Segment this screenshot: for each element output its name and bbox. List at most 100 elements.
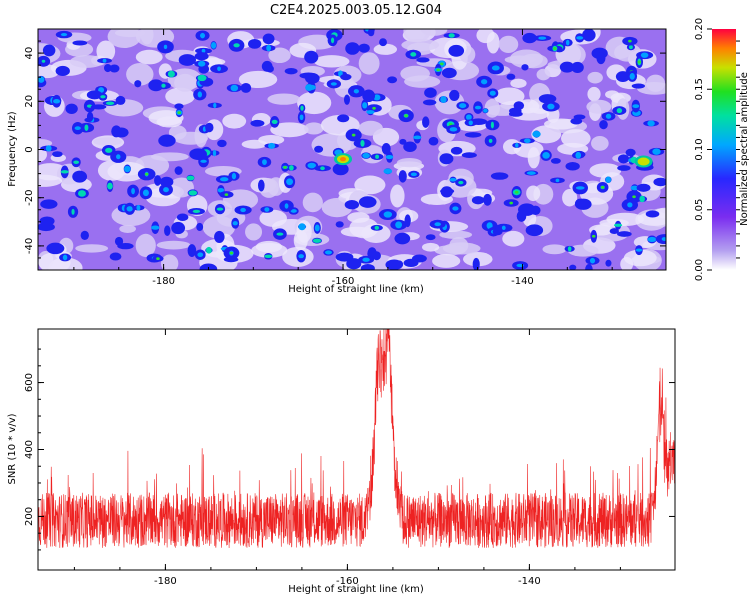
- spectrogram-cell: [639, 195, 645, 203]
- spectrogram-cell: [480, 79, 488, 85]
- spectrogram-cell: [304, 50, 319, 64]
- spectrogram-cell: [266, 65, 274, 73]
- spectrogram-low-patch: [358, 120, 383, 136]
- spectrogram-cell: [422, 99, 437, 106]
- spectrogram-cell: [526, 171, 536, 175]
- spectrogram-low-patch: [502, 230, 525, 247]
- spectrogram-low-patch: [259, 209, 287, 227]
- spectrogram-cell: [330, 82, 337, 86]
- spectrogram-cell: [212, 149, 217, 157]
- spectrogram-cell: [645, 210, 660, 218]
- spectrogram-cell: [647, 120, 655, 127]
- spectrogram-cell: [284, 203, 289, 209]
- spectrogram-cell: [264, 254, 273, 258]
- spectrogram-cell: [569, 264, 577, 270]
- spectrogram-cell: [513, 101, 525, 111]
- colorbar-ticks: 0.00 0.05 0.10 0.15 0.20: [694, 18, 740, 281]
- spectrogram-cell: [489, 90, 496, 96]
- spectrogram-low-patch: [354, 175, 386, 195]
- spectrogram-cell: [65, 103, 78, 114]
- spectrogram-cell: [576, 36, 584, 40]
- spectrogram-cell: [217, 187, 225, 193]
- spectrogram-cell: [151, 225, 160, 230]
- colorbar: 0.00 0.05 0.10 0.15 0.20 Normalized spectral…: [694, 18, 750, 281]
- spectrogram-low-patch: [174, 73, 197, 92]
- spectrogram-cell: [616, 107, 623, 114]
- spectrogram-low-patch: [544, 118, 578, 130]
- spectrogram-cell: [410, 172, 417, 177]
- spectrogram-low-patch: [38, 174, 63, 187]
- spectrogram-low-patch: [449, 236, 469, 254]
- spectrogram-cell: [627, 202, 633, 208]
- spectrogram-cell: [501, 225, 506, 231]
- colorbar-tick-label: 0.10: [694, 138, 705, 160]
- spectrogram-cell: [565, 39, 570, 46]
- spectrogram-cell: [360, 264, 375, 270]
- colorbar-tick-label: 0.15: [694, 78, 705, 100]
- spectrogram-cell: [46, 242, 65, 255]
- spectrogram-cell: [62, 254, 68, 261]
- spectrogram-cell: [652, 148, 661, 155]
- spectrogram-cell: [383, 211, 393, 218]
- spectrogram-cell: [178, 54, 197, 66]
- spectrogram-cell: [615, 71, 630, 83]
- spectrogram-low-patch: [296, 220, 312, 243]
- spectrogram-cell: [538, 94, 557, 104]
- spectrogram-cell: [553, 47, 557, 50]
- spectrogram-cell: [258, 179, 265, 192]
- bottom-y-ticks: 200 400 600: [24, 348, 675, 551]
- spectrogram-cell: [372, 251, 381, 261]
- spectrogram-low-patch: [321, 198, 353, 218]
- spectrogram-cell: [425, 234, 436, 241]
- spectrogram-low-patch: [504, 55, 536, 64]
- spectrogram-cell: [271, 119, 278, 124]
- spectrogram-low-patch: [135, 49, 163, 65]
- spectrogram-cell: [142, 189, 149, 197]
- spectrogram-cell: [290, 209, 297, 213]
- spectrogram-cell: [330, 37, 335, 44]
- bottom-x-tick-label: -160: [336, 576, 359, 587]
- spectrogram-cell: [248, 38, 262, 49]
- bottom-y-tick-label: 400: [24, 440, 35, 459]
- spectrogram-low-patch: [126, 63, 154, 86]
- spectrogram-cell: [521, 64, 529, 71]
- spectrogram-cell: [177, 111, 182, 115]
- spectrogram-cell: [591, 234, 596, 238]
- spectrogram-low-patch: [404, 75, 441, 88]
- spectrogram-cell: [300, 105, 304, 111]
- spectrogram-low-patch: [222, 113, 247, 129]
- spectrogram-cell: [523, 138, 531, 144]
- spectrogram-cell: [60, 33, 68, 37]
- spectrogram-low-patch: [510, 78, 527, 89]
- spectrogram-cell: [109, 252, 122, 261]
- spectrogram-cell: [635, 248, 643, 252]
- spectrogram-cell: [335, 221, 344, 228]
- spectrogram-cell: [197, 74, 207, 82]
- spectrogram-cell: [424, 87, 437, 98]
- spectrogram-cell: [375, 154, 380, 159]
- spectrogram-cell: [441, 67, 457, 79]
- spectrogram-cell: [452, 206, 459, 211]
- spectrogram-cell: [379, 38, 387, 47]
- spectrogram-low-patch: [75, 244, 109, 253]
- spectrogram-cell: [570, 117, 583, 125]
- spectrogram-cell: [585, 263, 593, 270]
- spectrogram-low-patch: [421, 242, 440, 252]
- spectrogram-cell: [605, 176, 612, 183]
- spectrogram-cell: [268, 142, 276, 149]
- spectrogram-cell: [105, 101, 115, 106]
- spectrogram-cell: [395, 221, 403, 229]
- spectrogram-cell: [343, 94, 351, 105]
- spectrogram-cell: [605, 113, 612, 119]
- spectrogram-low-patch: [245, 223, 263, 241]
- spectrogram-low-patch: [373, 43, 398, 55]
- spectrogram-cell: [194, 52, 209, 61]
- spectrogram-low-patch: [448, 168, 474, 189]
- spectrogram-low-patch: [591, 136, 609, 151]
- spectrogram-low-patch: [439, 230, 473, 239]
- spectrogram-cell: [575, 198, 592, 210]
- spectrogram-cell: [286, 178, 294, 186]
- spectrogram-low-patch: [493, 87, 525, 105]
- top-y-tick-label: 20: [24, 95, 35, 108]
- spectrogram-cell: [60, 170, 69, 174]
